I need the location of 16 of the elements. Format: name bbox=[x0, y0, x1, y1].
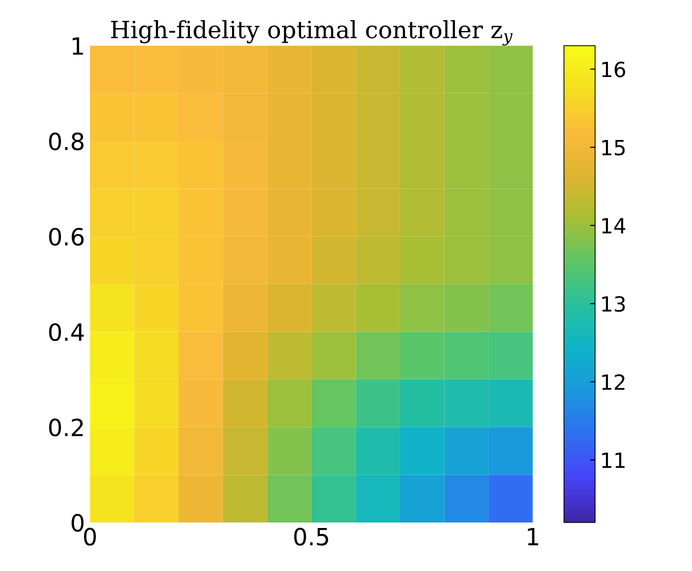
color-bar-label: 16 bbox=[602, 62, 626, 78]
color-bar-label: 15 bbox=[602, 140, 625, 156]
x-tick-label: 1 bbox=[528, 528, 538, 546]
y-tick-label: 0.6 bbox=[49, 228, 84, 246]
color-bar-label: 11 bbox=[602, 452, 625, 468]
color-bar-label: 12 bbox=[602, 374, 624, 390]
y-tick-label: 0.4 bbox=[49, 323, 84, 342]
y-tick-label: 0 bbox=[72, 514, 84, 532]
color-bar-label: 14 bbox=[602, 218, 626, 234]
x-tick-label: 0 bbox=[84, 528, 96, 546]
x-tick-label: 0.5 bbox=[294, 528, 328, 546]
y-tick-label: 0.8 bbox=[49, 132, 84, 150]
y-tick-label: 0.2 bbox=[49, 418, 83, 436]
chart-title: High-fidelity optimal controller z$_{y}$ bbox=[111, 20, 513, 46]
color-bar-label: 13 bbox=[602, 296, 625, 312]
y-tick-label: 1 bbox=[72, 37, 83, 55]
